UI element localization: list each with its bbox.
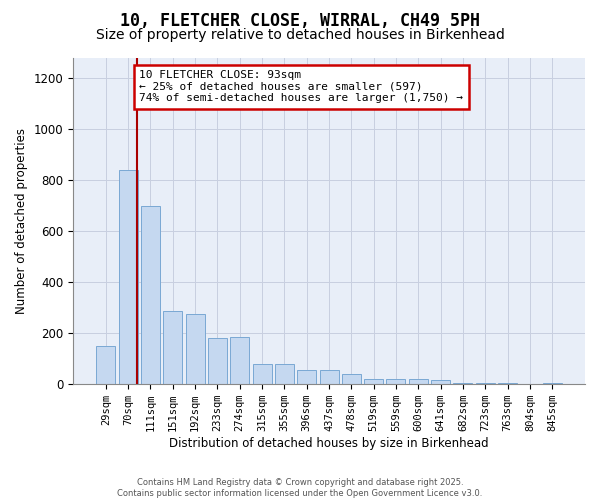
Y-axis label: Number of detached properties: Number of detached properties <box>15 128 28 314</box>
Bar <box>342 374 361 384</box>
Text: 10, FLETCHER CLOSE, WIRRAL, CH49 5PH: 10, FLETCHER CLOSE, WIRRAL, CH49 5PH <box>120 12 480 30</box>
Bar <box>431 380 450 384</box>
Bar <box>543 383 562 384</box>
Bar <box>297 370 316 384</box>
Bar <box>498 383 517 384</box>
Bar <box>230 337 249 384</box>
Bar <box>386 378 406 384</box>
Bar <box>275 364 294 384</box>
Bar <box>454 383 472 384</box>
Bar <box>409 379 428 384</box>
Text: Contains HM Land Registry data © Crown copyright and database right 2025.
Contai: Contains HM Land Registry data © Crown c… <box>118 478 482 498</box>
Bar <box>141 206 160 384</box>
Text: 10 FLETCHER CLOSE: 93sqm
← 25% of detached houses are smaller (597)
74% of semi-: 10 FLETCHER CLOSE: 93sqm ← 25% of detach… <box>139 70 463 104</box>
Bar <box>476 383 495 384</box>
Bar <box>163 312 182 384</box>
Bar <box>253 364 272 384</box>
Bar <box>185 314 205 384</box>
Bar <box>96 346 115 384</box>
Text: Size of property relative to detached houses in Birkenhead: Size of property relative to detached ho… <box>95 28 505 42</box>
Bar <box>364 379 383 384</box>
Bar <box>320 370 338 384</box>
Bar <box>208 338 227 384</box>
Bar <box>119 170 137 384</box>
X-axis label: Distribution of detached houses by size in Birkenhead: Distribution of detached houses by size … <box>169 437 489 450</box>
